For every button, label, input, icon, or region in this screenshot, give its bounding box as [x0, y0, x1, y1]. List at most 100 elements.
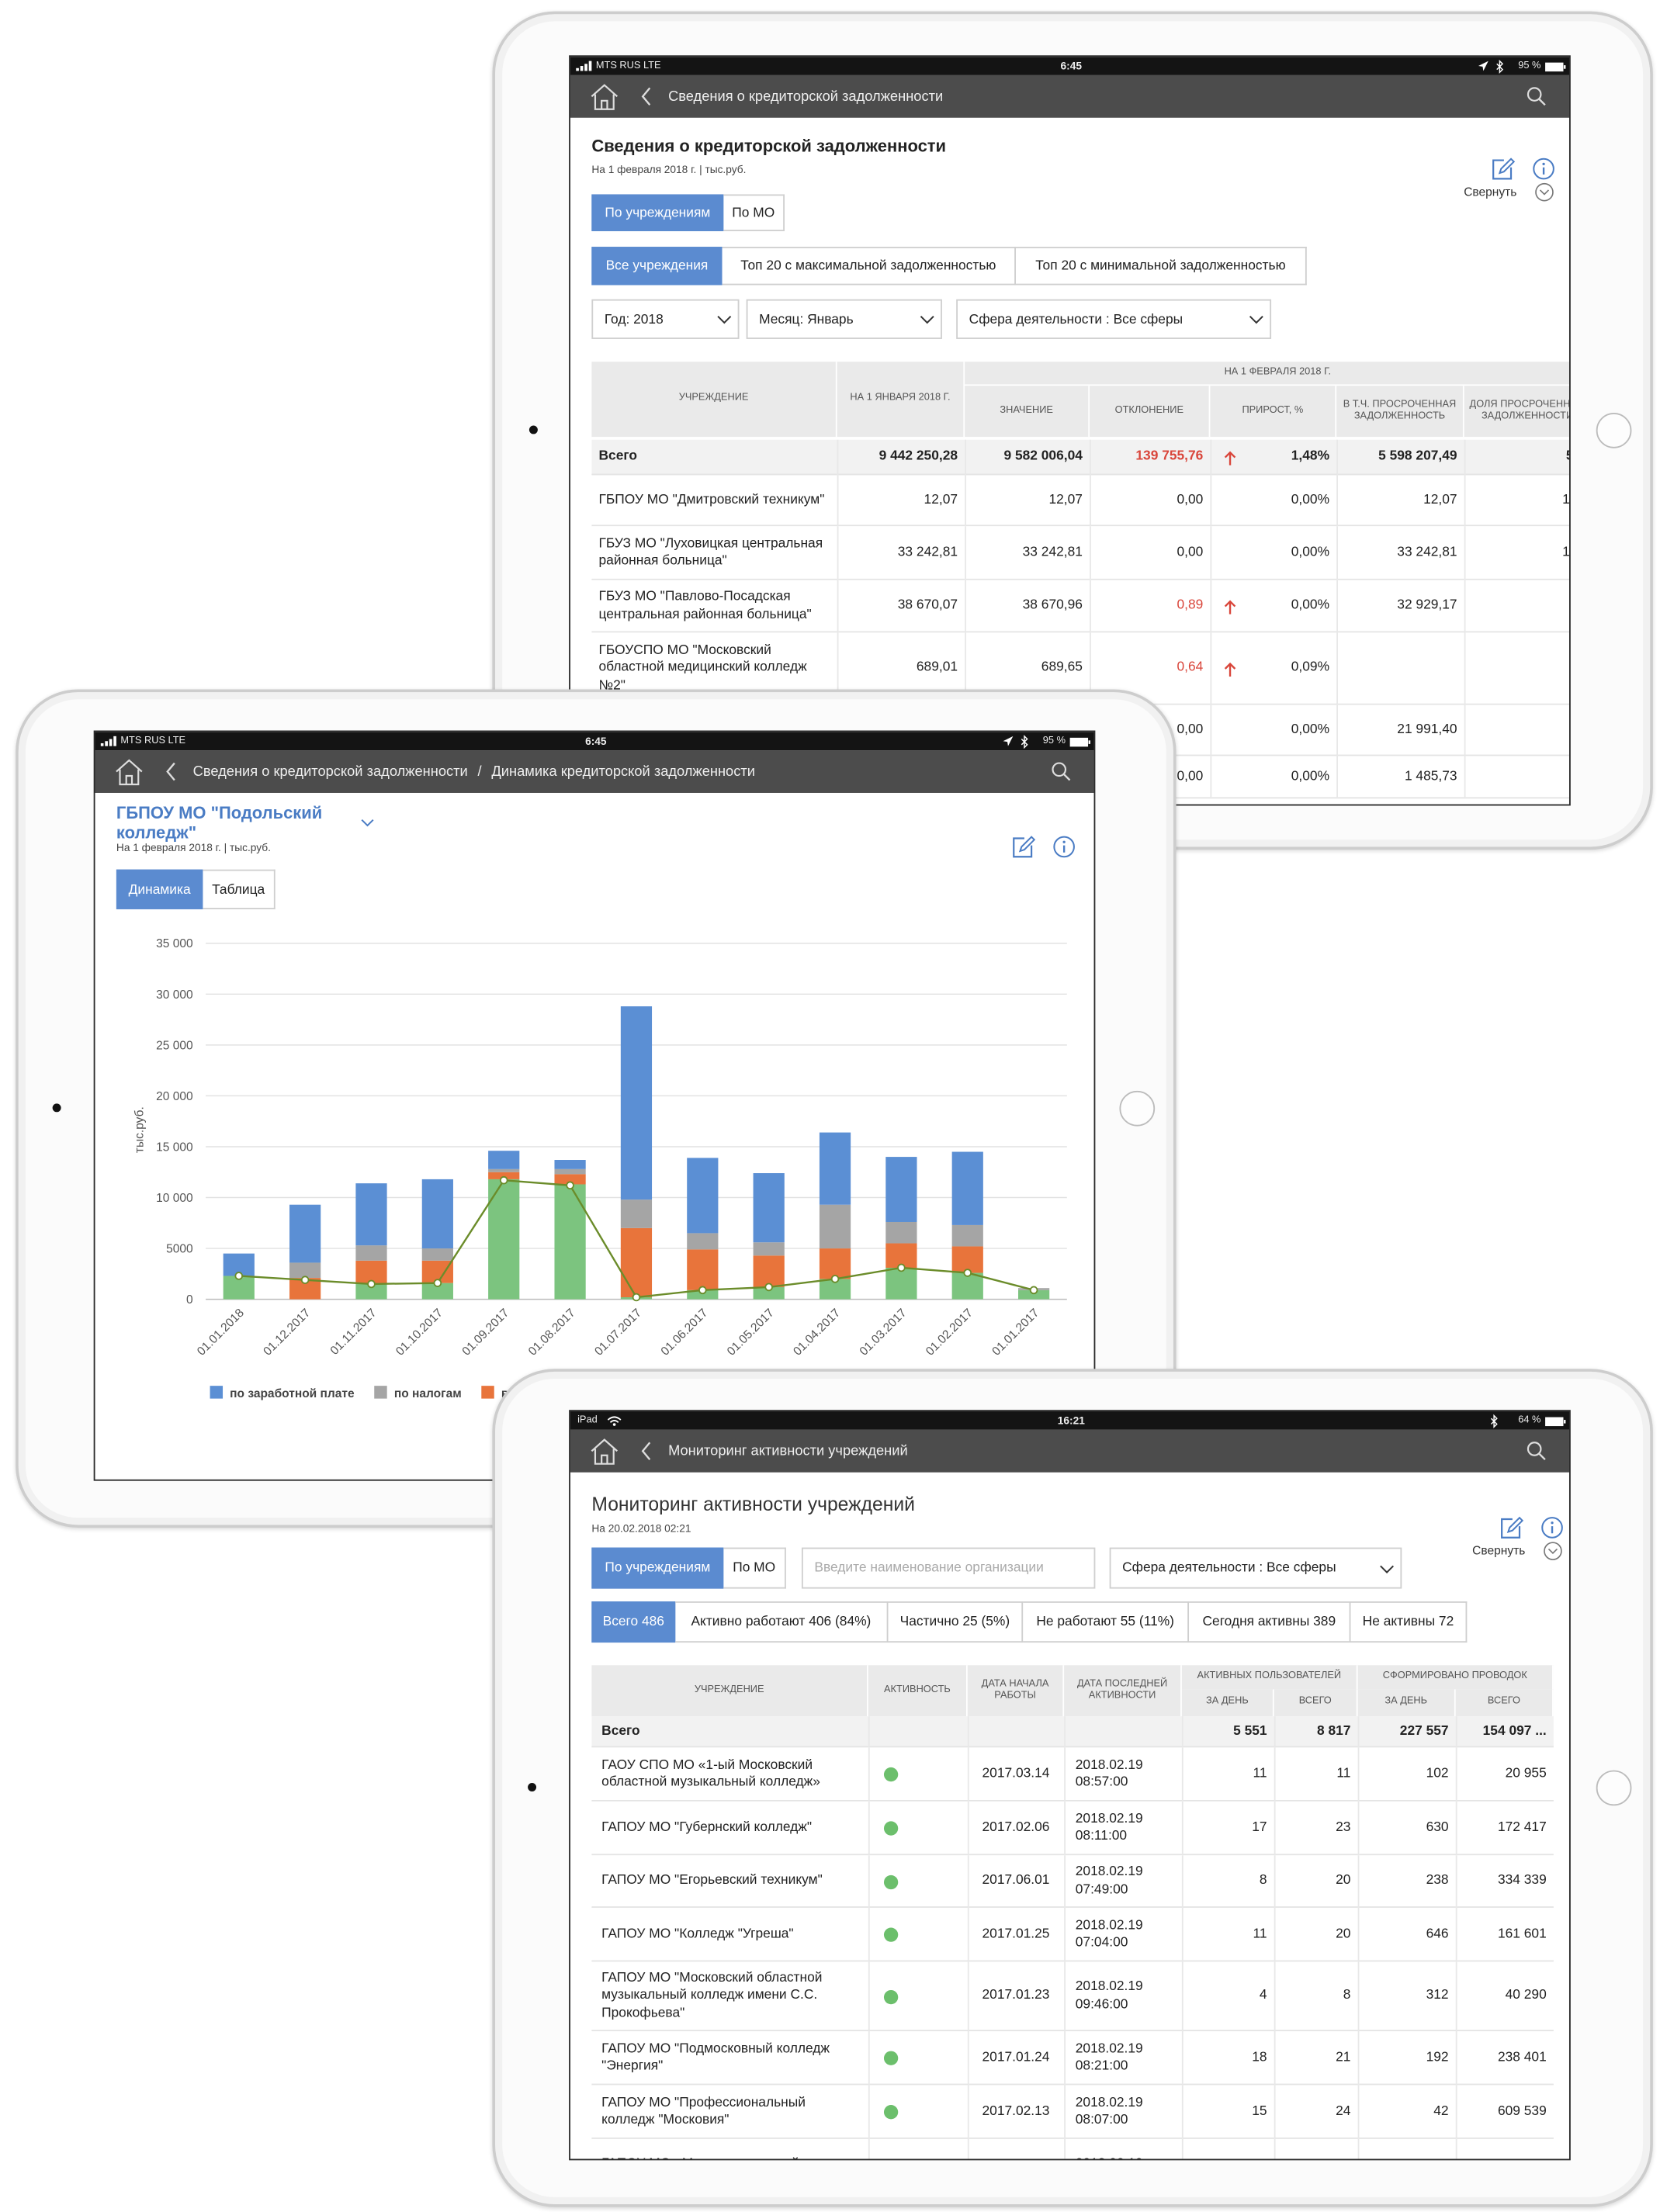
bar-segment	[819, 1132, 851, 1205]
table-cell: 0,00	[1177, 544, 1204, 560]
tab[interactable]: Топ 20 с максимальной задолженностью	[722, 247, 1016, 286]
cell-border	[1336, 475, 1338, 527]
filter-tab[interactable]: Частично 25 (5%)	[888, 1601, 1024, 1643]
cell-border	[1357, 2138, 1360, 2159]
info-icon[interactable]	[1053, 836, 1076, 858]
home-icon[interactable]	[591, 82, 619, 111]
info-icon[interactable]	[1532, 158, 1554, 180]
home-icon[interactable]	[115, 757, 144, 786]
cell-border	[1274, 1907, 1276, 1962]
back-icon[interactable]	[641, 1441, 653, 1461]
tab[interactable]: Динамика	[116, 869, 203, 909]
cell-border	[1064, 1855, 1066, 1908]
x-tick-label: 01.02.2017	[924, 1307, 976, 1359]
cell-border	[1274, 2085, 1276, 2139]
filter-tab[interactable]: Сегодня активны 389	[1189, 1601, 1351, 1643]
breadcrumb[interactable]: Динамика кредиторской задолженности	[491, 763, 755, 780]
tab[interactable]: Все учреждения	[591, 247, 723, 286]
search-icon[interactable]	[1527, 87, 1547, 107]
home-icon[interactable]	[591, 1437, 619, 1466]
camera	[528, 1783, 537, 1792]
table-cell: 11	[1336, 1765, 1351, 1781]
dropdown[interactable]: Год: 2018	[591, 299, 740, 339]
search-icon-part	[1538, 99, 1546, 106]
dropdown[interactable]: Месяц: Январь	[746, 299, 942, 339]
info-icon-part	[1053, 836, 1075, 858]
search-input[interactable]: Введите наименование организации	[801, 1547, 1096, 1589]
back-icon[interactable]	[641, 87, 653, 107]
cell-border	[1064, 1747, 1066, 1802]
table-cell: 12,07	[1423, 492, 1457, 508]
table-cell: 312	[1426, 1987, 1449, 2004]
battery-icon-part	[1069, 736, 1089, 746]
status-bar: iPad 16:21 64 %	[570, 1411, 1569, 1430]
table-row	[591, 2085, 1554, 2139]
tab[interactable]: По МО	[723, 1547, 786, 1589]
dropdown-arrow	[1249, 315, 1263, 324]
title-chevron[interactable]	[360, 819, 374, 827]
table-cell: 85	[1464, 580, 1569, 633]
location-icon-part	[1478, 61, 1488, 71]
legend-label: по заработной плате	[230, 1387, 355, 1400]
dropdown[interactable]: Сфера деятельности : Все сферы	[956, 299, 1272, 339]
search-icon[interactable]	[1052, 762, 1072, 782]
cell-border	[967, 1961, 969, 2031]
cell-border	[1274, 1961, 1276, 2031]
growth-arrow-part	[1224, 450, 1236, 465]
institution-name: ГАПОУ МО "Губернский колледж"	[601, 1819, 813, 1836]
edit-icon[interactable]	[1012, 836, 1036, 858]
growth-arrow	[1224, 599, 1236, 614]
cell-border	[1336, 439, 1338, 476]
search-icon[interactable]	[1527, 1441, 1547, 1461]
collapse-toggle[interactable]: Свернуть	[1472, 1543, 1526, 1558]
cell-border	[1336, 704, 1338, 756]
collapse-toggle[interactable]: Свернуть	[1464, 184, 1517, 199]
table-cell: 192	[1426, 2049, 1449, 2065]
x-tick-label: 01.04.2017	[791, 1307, 843, 1359]
table-cell: 0,09%	[1291, 659, 1330, 676]
search-icon-part	[1527, 1442, 1542, 1456]
column-header: ПРИРОСТ, %	[1210, 386, 1337, 438]
tab[interactable]: Топ 20 с минимальной задолженностью	[1015, 247, 1307, 286]
column-group-header: АКТИВНЫХ ПОЛЬЗОВАТЕЛЕЙ	[1181, 1665, 1358, 1690]
cell-border	[1210, 580, 1212, 633]
table-cell: 1,48%	[1291, 448, 1330, 465]
table-cell: 24	[1336, 2103, 1351, 2120]
info-icon[interactable]	[1540, 1516, 1563, 1539]
breadcrumb[interactable]: Сведения о кредиторской задолженности	[192, 763, 468, 780]
filter-tab[interactable]: Не активны 72	[1350, 1601, 1468, 1643]
home-button[interactable]	[1119, 1090, 1156, 1127]
home-button[interactable]	[1596, 1770, 1632, 1806]
collapse-icon[interactable]	[1544, 1542, 1562, 1560]
collapse-icon[interactable]	[1535, 182, 1554, 202]
tab[interactable]: Таблица	[203, 869, 276, 909]
back-icon[interactable]	[166, 762, 178, 782]
cell-border	[1090, 580, 1091, 633]
filter-tab[interactable]: Активно работают 406 (84%)	[675, 1601, 889, 1643]
cell-border	[965, 439, 967, 476]
tab[interactable]: По МО	[723, 194, 785, 231]
page-title: Сведения о кредиторской задолженности	[591, 136, 947, 157]
edit-icon[interactable]	[1499, 1516, 1524, 1539]
home-button[interactable]	[1596, 413, 1632, 448]
table-cell: 20 955	[1505, 1765, 1547, 1781]
edit-icon[interactable]	[1491, 158, 1516, 180]
table-cell: 23	[1336, 1819, 1351, 1836]
cell-border	[1210, 439, 1212, 476]
table-cell: 0,00%	[1291, 597, 1330, 614]
cell-border	[1464, 756, 1466, 799]
cell-border	[1090, 526, 1091, 580]
edit-icon-part	[1498, 158, 1516, 175]
table-cell: 16	[1464, 756, 1569, 798]
tab[interactable]: По учреждениям	[591, 194, 724, 231]
tablet: MTS RUS LTE 6:45 95 % Сведения о кредиторск…	[492, 11, 1653, 850]
filter-tab[interactable]: Не работают 55 (11%)	[1023, 1601, 1190, 1643]
table-cell: 38 670,07	[897, 597, 958, 614]
tab[interactable]: По учреждениям	[591, 1547, 724, 1589]
growth-arrow-part	[1224, 599, 1236, 614]
filter-tab[interactable]: Всего 486	[591, 1601, 676, 1643]
column-group-header: СФОРМИРОВАНО ПРОВОДОК	[1357, 1665, 1554, 1690]
cell-border	[1464, 526, 1466, 580]
x-tick-label: 01.11.2017	[328, 1307, 379, 1358]
dropdown[interactable]: Сфера деятельности : Все сферы	[1109, 1547, 1402, 1589]
